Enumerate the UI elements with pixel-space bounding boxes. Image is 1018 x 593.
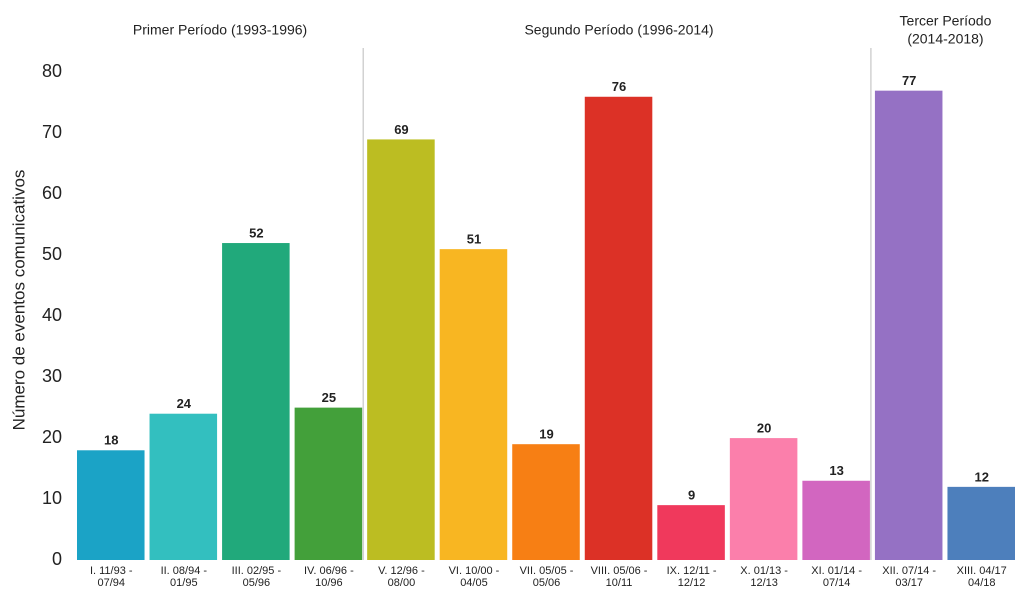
x-tick-label: 05/06 [533, 577, 561, 589]
x-tick-label: 10/96 [315, 577, 343, 589]
x-tick-label: IV. 06/96 - [304, 565, 354, 577]
x-tick-label: I. 11/93 - [90, 565, 133, 577]
bar [149, 413, 218, 560]
period-label: (2014-2018) [907, 31, 983, 47]
x-tick-label: XI. 01/14 - [811, 565, 862, 577]
y-axis-label: Número de eventos comunicativos [9, 170, 28, 431]
value-label: 13 [829, 463, 843, 478]
x-tick-label: 12/13 [750, 577, 778, 589]
value-label: 18 [104, 433, 118, 448]
value-label: 9 [688, 488, 695, 503]
bar [367, 139, 435, 560]
bar [729, 438, 798, 560]
x-tick-label: 12/12 [678, 577, 706, 589]
y-tick-label: 60 [42, 183, 62, 203]
x-tick-label: XII. 07/14 - [882, 565, 936, 577]
value-label: 69 [394, 122, 408, 137]
x-tick-label: VII. 05/05 - [520, 565, 574, 577]
x-tick-label: 07/94 [98, 577, 126, 589]
x-tick-label: 04/18 [968, 577, 996, 589]
x-tick-label: VIII. 05/06 - [591, 565, 648, 577]
x-tick-label: II. 08/94 - [161, 565, 208, 577]
value-label: 12 [974, 469, 988, 484]
x-tick-label: V. 12/96 - [378, 565, 425, 577]
x-tick-label: 10/11 [606, 577, 633, 589]
bar [77, 450, 145, 560]
x-tick-label: III. 02/95 - [232, 565, 282, 577]
x-tick-label: X. 01/13 - [740, 565, 788, 577]
value-label: 51 [467, 232, 481, 247]
value-label: 20 [757, 421, 771, 436]
x-tick-label: 07/14 [823, 577, 851, 589]
bar [584, 96, 653, 560]
x-tick-label: 08/00 [388, 577, 416, 589]
x-tick-label: IX. 12/11 - [667, 565, 717, 577]
y-tick-label: 10 [42, 488, 62, 508]
y-tick-label: 20 [42, 427, 62, 447]
value-label: 25 [322, 390, 336, 405]
y-tick-label: 70 [42, 122, 62, 142]
y-tick-label: 50 [42, 244, 62, 264]
period-label: Segundo Período (1996-2014) [524, 22, 713, 38]
value-label: 24 [177, 396, 192, 411]
period-label: Primer Período (1993-1996) [133, 22, 307, 38]
y-tick-label: 30 [42, 366, 62, 386]
x-tick-label: 01/95 [170, 577, 198, 589]
value-label: 52 [249, 225, 263, 240]
value-label: 77 [902, 73, 916, 88]
bar [439, 249, 508, 560]
x-tick-label: 05/96 [243, 577, 271, 589]
bar [512, 444, 580, 560]
bar [947, 486, 1015, 560]
x-tick-label: XIII. 04/17 [957, 565, 1007, 577]
bar [657, 505, 725, 560]
bar [874, 90, 943, 561]
value-label: 76 [612, 79, 626, 94]
value-label: 19 [539, 427, 553, 442]
y-tick-label: 80 [42, 61, 62, 81]
x-tick-label: 04/05 [460, 577, 488, 589]
y-tick-label: 40 [42, 305, 62, 325]
x-tick-label: 03/17 [895, 577, 923, 589]
bar [294, 407, 363, 560]
bar [802, 480, 870, 560]
bar [222, 243, 290, 561]
y-tick-label: 0 [52, 549, 62, 569]
x-tick-label: VI. 10/00 - [449, 565, 500, 577]
period-label: Tercer Período [900, 13, 992, 29]
